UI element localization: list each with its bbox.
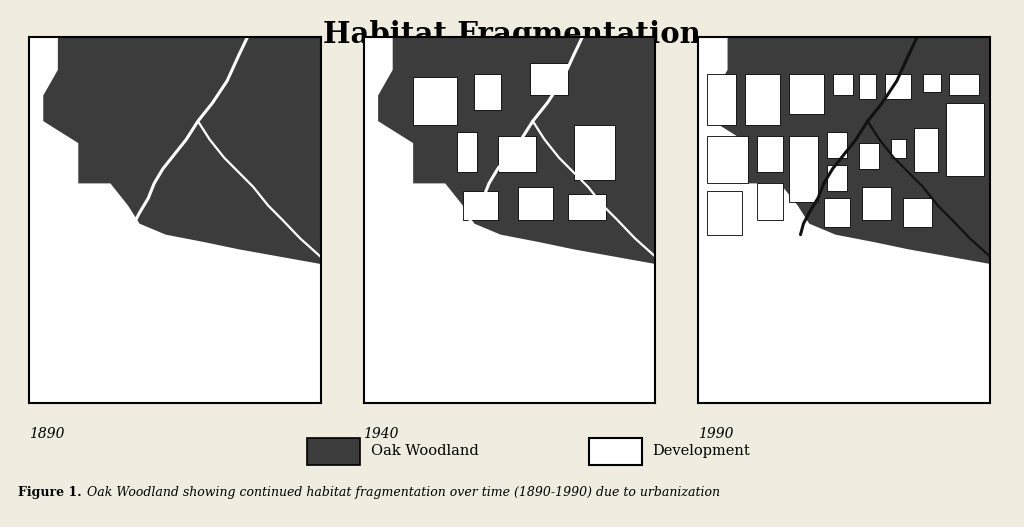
Text: Development: Development bbox=[652, 444, 750, 457]
Bar bbox=[413, 77, 457, 125]
Bar bbox=[862, 187, 891, 220]
Bar bbox=[891, 140, 905, 158]
Bar bbox=[529, 63, 567, 95]
Bar bbox=[463, 191, 498, 220]
Text: Oak Woodland showing continued habitat fragmentation over time (1890-1990) due t: Oak Woodland showing continued habitat f… bbox=[83, 486, 720, 499]
Bar bbox=[708, 136, 748, 183]
Bar bbox=[589, 438, 642, 465]
Text: 1890: 1890 bbox=[29, 427, 65, 441]
Bar bbox=[824, 198, 850, 227]
Bar bbox=[949, 73, 979, 95]
Bar bbox=[788, 73, 824, 114]
Bar bbox=[946, 103, 984, 176]
Bar bbox=[708, 191, 742, 235]
Bar bbox=[498, 136, 536, 172]
Bar bbox=[745, 73, 780, 125]
Bar bbox=[757, 136, 783, 172]
Bar bbox=[567, 194, 606, 220]
Bar bbox=[859, 74, 877, 99]
Bar bbox=[573, 125, 614, 180]
Polygon shape bbox=[29, 37, 321, 264]
Polygon shape bbox=[698, 37, 990, 264]
Bar bbox=[307, 438, 360, 465]
Bar bbox=[826, 165, 847, 191]
Text: Habitat Fragmentation: Habitat Fragmentation bbox=[324, 19, 700, 49]
Text: Oak Woodland: Oak Woodland bbox=[371, 444, 478, 457]
Bar bbox=[826, 132, 847, 158]
Polygon shape bbox=[364, 37, 655, 264]
Bar bbox=[518, 187, 553, 220]
Bar bbox=[885, 74, 911, 99]
Bar bbox=[457, 132, 477, 172]
Bar bbox=[923, 73, 941, 92]
Bar bbox=[833, 73, 853, 95]
Bar bbox=[914, 129, 938, 172]
Bar bbox=[859, 143, 880, 169]
Bar bbox=[903, 198, 932, 227]
Bar bbox=[757, 183, 783, 220]
Text: 1990: 1990 bbox=[698, 427, 734, 441]
Text: Figure 1.: Figure 1. bbox=[18, 486, 82, 499]
Bar bbox=[708, 73, 736, 125]
Bar bbox=[788, 136, 818, 202]
Text: 1940: 1940 bbox=[364, 427, 399, 441]
Bar bbox=[474, 74, 501, 110]
